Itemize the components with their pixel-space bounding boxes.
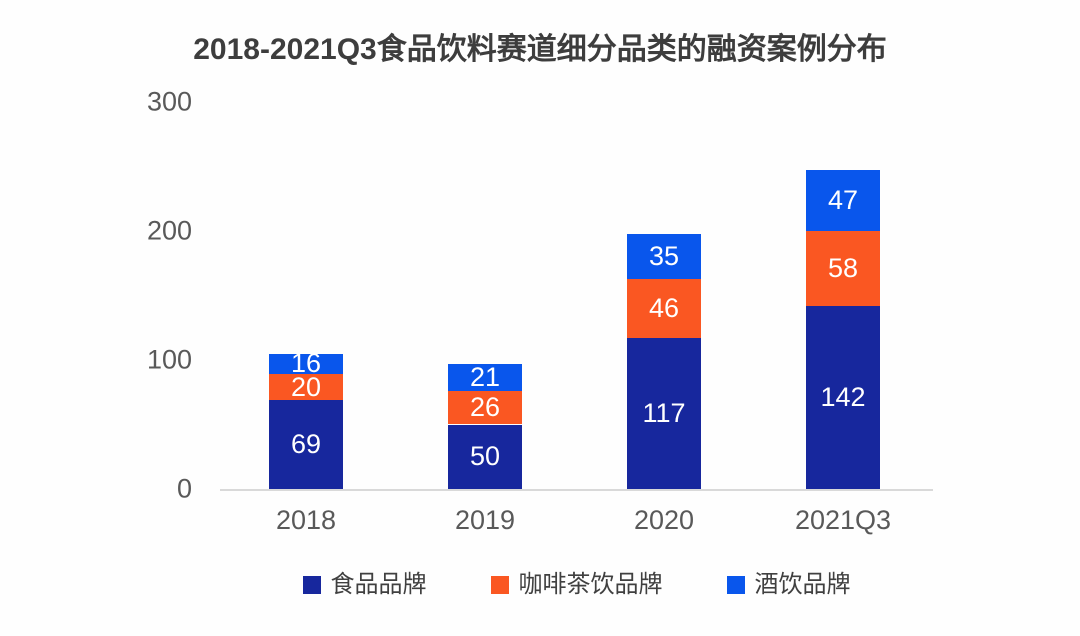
y-axis-tick-label: 0	[176, 473, 192, 504]
bar-value-label: 46	[648, 292, 680, 323]
legend-item: 酒饮品牌	[726, 571, 851, 598]
bar-segment: 16	[269, 350, 343, 377]
x-axis-category-label: 2020	[633, 505, 695, 535]
bar-segment: 69	[269, 399, 343, 489]
legend-label: 酒饮品牌	[754, 571, 851, 598]
x-axis-category-label: 2021Q3	[794, 505, 892, 535]
legend: 食品品牌 咖啡茶饮品牌 酒饮品牌	[220, 573, 933, 597]
bar-segment: 47	[806, 170, 880, 231]
bar-value-label: 50	[469, 441, 501, 472]
bar-segment: 26	[448, 390, 522, 425]
bar-value-label: 142	[820, 381, 866, 412]
bar-value-label: 16	[290, 348, 322, 379]
legend-color-swatch	[490, 576, 509, 594]
bar-value-label: 58	[827, 252, 859, 283]
y-axis-tick-label: 300	[146, 86, 192, 117]
bar-value-label: 117	[642, 398, 686, 429]
bar-value-label: 69	[290, 428, 322, 459]
bar-segment: 50	[448, 424, 522, 489]
bar-value-label: 47	[827, 185, 859, 216]
bar-value-label: 26	[469, 392, 501, 423]
chart-title: 2018-2021Q3食品饮料赛道细分品类的融资案例分布	[193, 33, 887, 66]
bar-segment: 20	[269, 371, 343, 402]
y-axis-tick-label: 200	[146, 215, 192, 246]
legend-color-swatch	[726, 576, 745, 594]
x-axis-category-label: 2019	[454, 505, 516, 535]
x-axis-line	[220, 489, 933, 491]
legend-label: 食品品牌	[330, 571, 427, 598]
legend-color-swatch	[302, 576, 321, 594]
bar-segment: 58	[806, 231, 880, 306]
bar-segment: 21	[448, 361, 522, 392]
legend-item: 食品品牌	[302, 571, 427, 598]
y-axis-tick-label: 100	[146, 344, 192, 375]
legend-item: 咖啡茶饮品牌	[490, 571, 663, 598]
legend-label: 咖啡茶饮品牌	[518, 571, 663, 598]
bar-segment: 142	[806, 305, 880, 489]
bar-segment: 117	[627, 338, 701, 489]
bar-segment: 46	[627, 278, 701, 339]
x-axis-category-label: 2018	[275, 505, 337, 535]
bar-value-label: 20	[290, 371, 322, 402]
bar-segment: 35	[627, 233, 701, 279]
bar-value-label: 35	[648, 240, 680, 271]
bar-value-label: 21	[469, 361, 501, 392]
